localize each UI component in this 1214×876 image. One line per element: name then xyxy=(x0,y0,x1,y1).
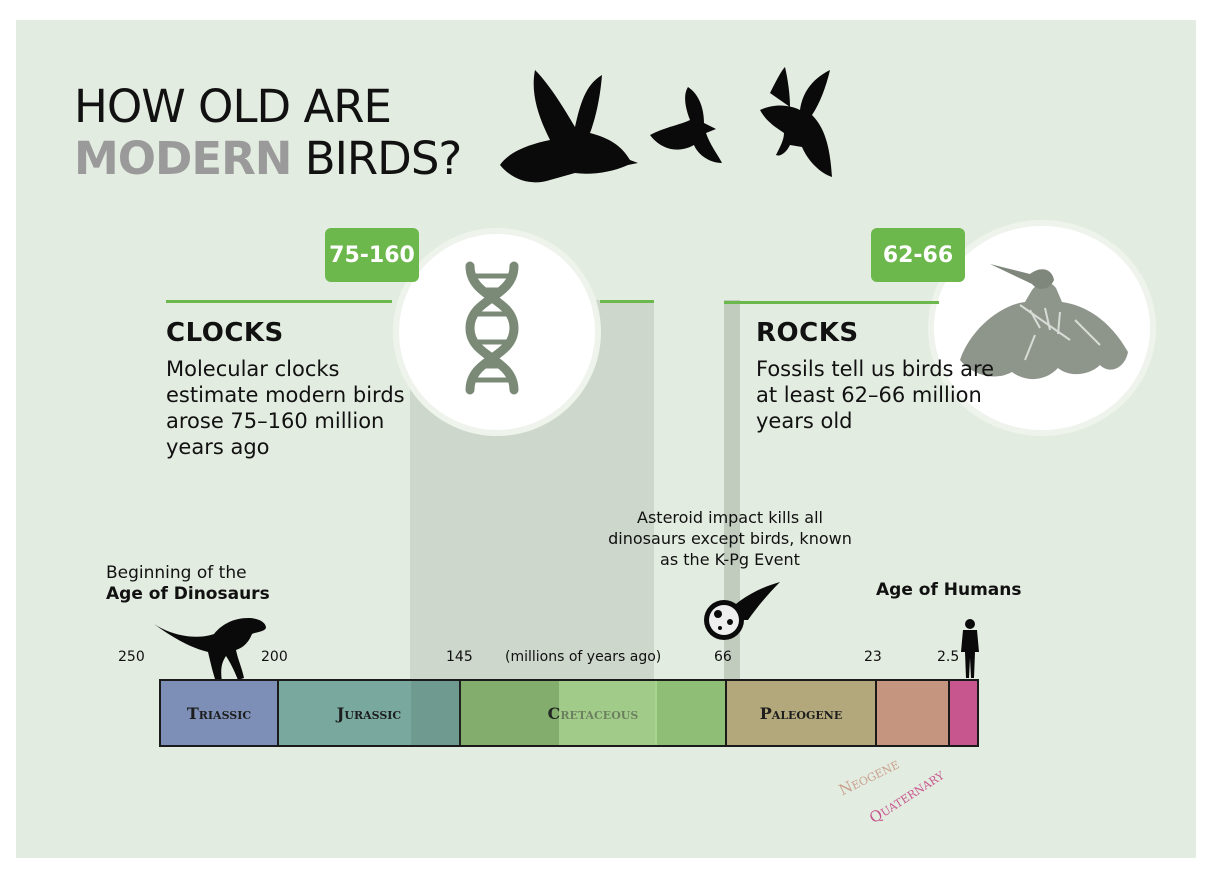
rocks-heading: ROCKS xyxy=(756,318,859,348)
rocks-rule xyxy=(724,301,939,304)
title-rest: BIRDS? xyxy=(304,132,463,185)
rocks-badge: 62-66 xyxy=(871,228,965,282)
tick-23: 23 xyxy=(864,649,882,665)
swallow-silhouette-icon xyxy=(760,67,832,177)
period-quaternary xyxy=(950,681,977,745)
humans-annotation: Age of Humans xyxy=(876,580,1022,600)
dna-icon xyxy=(465,261,519,395)
period-cretaceous: Cretaceous xyxy=(461,681,727,745)
tick-2.5: 2.5 xyxy=(937,649,960,665)
fossil-bird-icon xyxy=(960,264,1128,380)
human-silhouette-icon xyxy=(961,619,979,678)
dino-annotation-line1: Beginning of the xyxy=(106,563,247,583)
clocks-rule-left xyxy=(166,300,392,303)
title-line-1: HOW OLD ARE xyxy=(74,80,392,133)
tick-66: 66 xyxy=(714,649,732,665)
clocks-band-highlight xyxy=(559,681,657,745)
clocks-text: Molecular clocks estimate modern birds a… xyxy=(166,357,405,459)
units-label: (millions of years ago) xyxy=(505,649,662,665)
asteroid-icon xyxy=(704,582,780,640)
period-paleogene: Paleogene xyxy=(727,681,877,745)
geologic-timeline: Triassic Jurassic Cretaceous Paleogene xyxy=(159,679,979,747)
tick-145: 145 xyxy=(446,649,473,665)
dino-annotation-line2: Age of Dinosaurs xyxy=(106,584,270,604)
rocks-text: Fossils tell us birds are at least 62–66… xyxy=(756,357,995,433)
tick-200: 200 xyxy=(261,649,288,665)
tick-250: 250 xyxy=(118,649,145,665)
kpg-annotation: Asteroid impact kills all dinosaurs exce… xyxy=(608,508,852,569)
clocks-heading: CLOCKS xyxy=(166,318,284,348)
title-emphasis: MODERN xyxy=(74,132,292,185)
clocks-badge: 75-160 xyxy=(325,228,419,282)
title-line-2: MODERN BIRDS? xyxy=(74,132,463,185)
dinosaur-silhouette-icon xyxy=(154,618,266,682)
clocks-rule-right xyxy=(600,300,654,303)
bird-silhouettes xyxy=(500,67,832,183)
dna-circle xyxy=(393,228,601,436)
crow-silhouette-icon xyxy=(500,70,638,183)
period-neogene xyxy=(877,681,950,745)
period-jurassic: Jurassic xyxy=(279,681,461,745)
clocks-band-overlay xyxy=(411,681,655,745)
period-triassic: Triassic xyxy=(161,681,279,745)
sparrow-silhouette-icon xyxy=(650,87,722,163)
